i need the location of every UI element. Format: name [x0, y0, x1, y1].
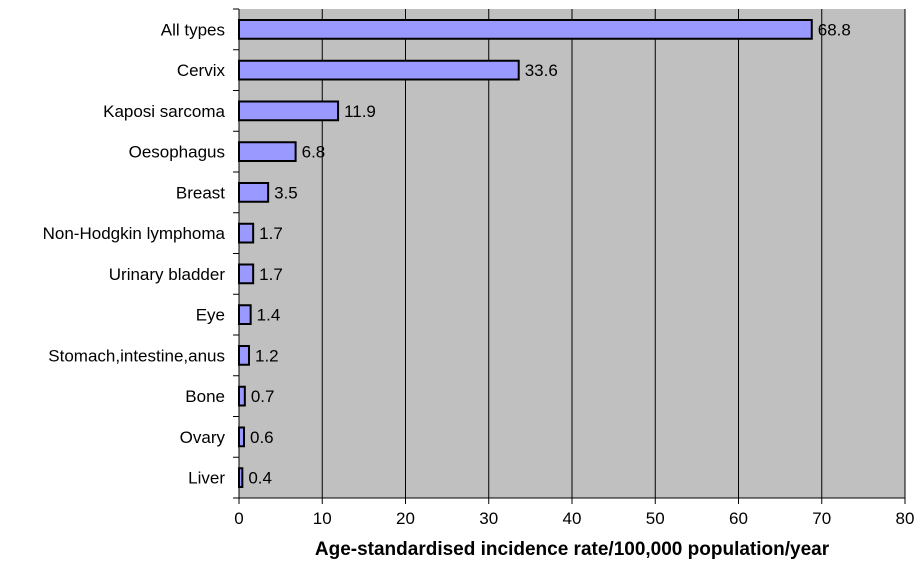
- bar: [238, 59, 520, 81]
- category-label: Oesophagus: [129, 143, 225, 162]
- x-tick-label: 60: [729, 509, 748, 528]
- gridlines: [321, 9, 906, 498]
- data-label: 0.4: [248, 469, 272, 488]
- data-label: 68.8: [818, 20, 851, 39]
- x-tick-label: 40: [563, 509, 582, 528]
- category-label: Liver: [188, 469, 225, 488]
- x-tick-label: 0: [234, 509, 243, 528]
- x-axis-title: Age-standardised incidence rate/100,000 …: [315, 539, 830, 560]
- data-label: 1.4: [257, 306, 281, 325]
- data-label: 1.7: [259, 265, 283, 284]
- category-label: Urinary bladder: [109, 265, 226, 284]
- x-tick-label: 50: [646, 509, 665, 528]
- x-tick-label: 70: [812, 509, 831, 528]
- data-label: 1.7: [259, 224, 283, 243]
- category-label: All types: [161, 20, 225, 39]
- bar: [238, 345, 250, 366]
- bar: [238, 141, 297, 162]
- data-label: 0.7: [251, 387, 275, 406]
- data-label: 6.8: [302, 143, 326, 162]
- data-label: 1.2: [255, 346, 279, 365]
- category-label: Non-Hodgkin lymphoma: [43, 224, 226, 243]
- bar: [238, 182, 270, 203]
- category-label: Breast: [176, 183, 225, 202]
- category-label: Bone: [185, 387, 225, 406]
- data-label: 33.6: [525, 61, 558, 80]
- x-tick-label: 30: [479, 509, 498, 528]
- x-tick-label: 10: [313, 509, 332, 528]
- bar: [238, 304, 252, 325]
- category-label: Stomach,intestine,anus: [48, 346, 225, 365]
- category-label: Cervix: [177, 61, 226, 80]
- value-labels: 68.8 33.6 11.9 6.8 3.5 1.7 1.7 1.4 1.2 0.7 0.6 0.4: [248, 20, 851, 487]
- data-label: 11.9: [344, 102, 376, 121]
- category-label: Kaposi sarcoma: [103, 102, 225, 121]
- x-axis: 0 10 20 30 40 50 60 70 80: [233, 8, 915, 528]
- bars: [238, 19, 813, 488]
- x-tick-label: 20: [396, 509, 415, 528]
- bar: [238, 263, 255, 285]
- bar: [238, 100, 340, 122]
- bar: [238, 385, 246, 407]
- bar: [238, 222, 255, 244]
- x-tick-label: 80: [896, 509, 915, 528]
- data-label: 3.5: [274, 183, 298, 202]
- data-label: 0.6: [250, 428, 274, 447]
- bar: [238, 19, 813, 40]
- category-label: Eye: [196, 306, 225, 325]
- category-labels: All types Cervix Kaposi sarcoma Oesophagus B…: [43, 20, 226, 487]
- category-label: Ovary: [180, 428, 226, 447]
- bar: [238, 426, 245, 448]
